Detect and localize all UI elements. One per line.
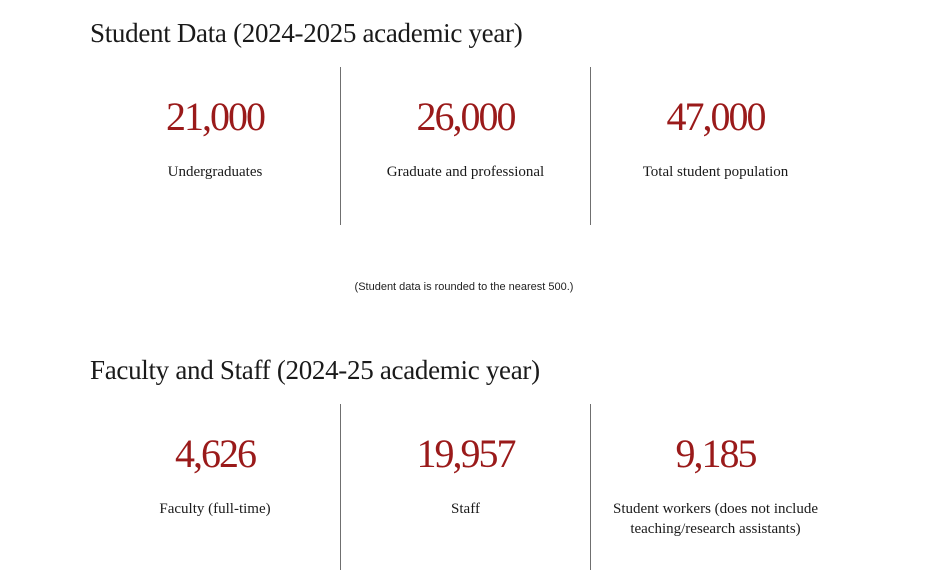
stat-graduate-professional: 26,000 Graduate and professional	[340, 67, 590, 225]
faculty-staff-stats-row: 4,626 Faculty (full-time) 19,957 Staff 9…	[90, 404, 840, 570]
stat-student-workers: 9,185 Student workers (does not include …	[590, 404, 840, 570]
stat-value: 21,000	[166, 94, 266, 139]
stat-label: Graduate and professional	[386, 164, 545, 180]
student-data-heading: Student Data (2024-2025 academic year)	[90, 18, 523, 48]
stat-value: 9,185	[675, 431, 758, 476]
stat-faculty: 4,626 Faculty (full-time)	[90, 404, 340, 570]
stat-value: 19,957	[416, 431, 517, 476]
stat-label: Student workers (does not include teachi…	[613, 501, 818, 537]
rounding-note: (Student data is rounded to the nearest …	[354, 281, 574, 293]
stat-value: 26,000	[416, 94, 517, 139]
stat-undergraduates: 21,000 Undergraduates	[90, 67, 340, 225]
stat-staff: 19,957 Staff	[340, 404, 590, 570]
stat-label: Total student population	[642, 164, 789, 180]
stat-label: Faculty (full-time)	[159, 501, 271, 517]
stat-label: Undergraduates	[167, 164, 263, 180]
stat-value: 4,626	[175, 431, 257, 476]
stat-label: Staff	[451, 501, 480, 517]
stat-value: 47,000	[666, 94, 767, 139]
student-stats-row: 21,000 Undergraduates 26,000 Graduate an…	[90, 67, 840, 225]
stat-total-students: 47,000 Total student population	[590, 67, 840, 225]
faculty-staff-heading: Faculty and Staff (2024-25 academic year…	[90, 355, 540, 385]
